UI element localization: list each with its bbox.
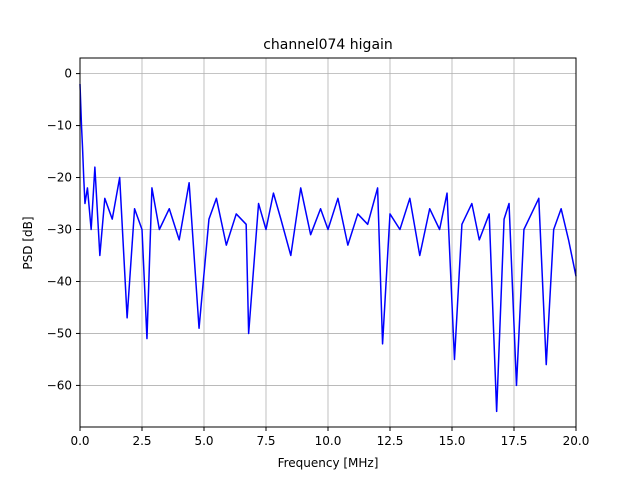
- x-axis-label: Frequency [MHz]: [278, 456, 379, 470]
- x-tick-label: 10.0: [315, 434, 342, 448]
- y-tick-label: 0: [64, 67, 72, 81]
- x-tick-label: 12.5: [377, 434, 404, 448]
- x-tick-label: 17.5: [501, 434, 528, 448]
- y-tick-label: −20: [47, 171, 72, 185]
- x-axis-ticks: 0.0 2.5 5.0 7.5 10.0 12.5 15.0 17.5 20.0: [70, 427, 589, 448]
- x-tick-label: 5.0: [194, 434, 213, 448]
- psd-series-line: [79, 83, 577, 413]
- y-tick-label: −10: [47, 119, 72, 133]
- y-tick-label: −40: [47, 274, 72, 288]
- x-tick-label: 2.5: [132, 434, 151, 448]
- x-tick-label: 0.0: [70, 434, 89, 448]
- y-tick-label: −50: [47, 326, 72, 340]
- plot-area: [79, 83, 577, 413]
- x-tick-label: 15.0: [439, 434, 466, 448]
- chart-title: channel074 higain: [263, 37, 393, 53]
- x-tick-label: 7.5: [256, 434, 275, 448]
- axes-frame: [79, 57, 577, 428]
- y-axis-label: PSD [dB]: [21, 216, 35, 269]
- y-axis-ticks: 0 −10 −20 −30 −40 −50 −60: [47, 67, 80, 392]
- y-tick-label: −60: [47, 378, 72, 392]
- y-tick-label: −30: [47, 223, 72, 237]
- x-tick-label: 20.0: [563, 434, 590, 448]
